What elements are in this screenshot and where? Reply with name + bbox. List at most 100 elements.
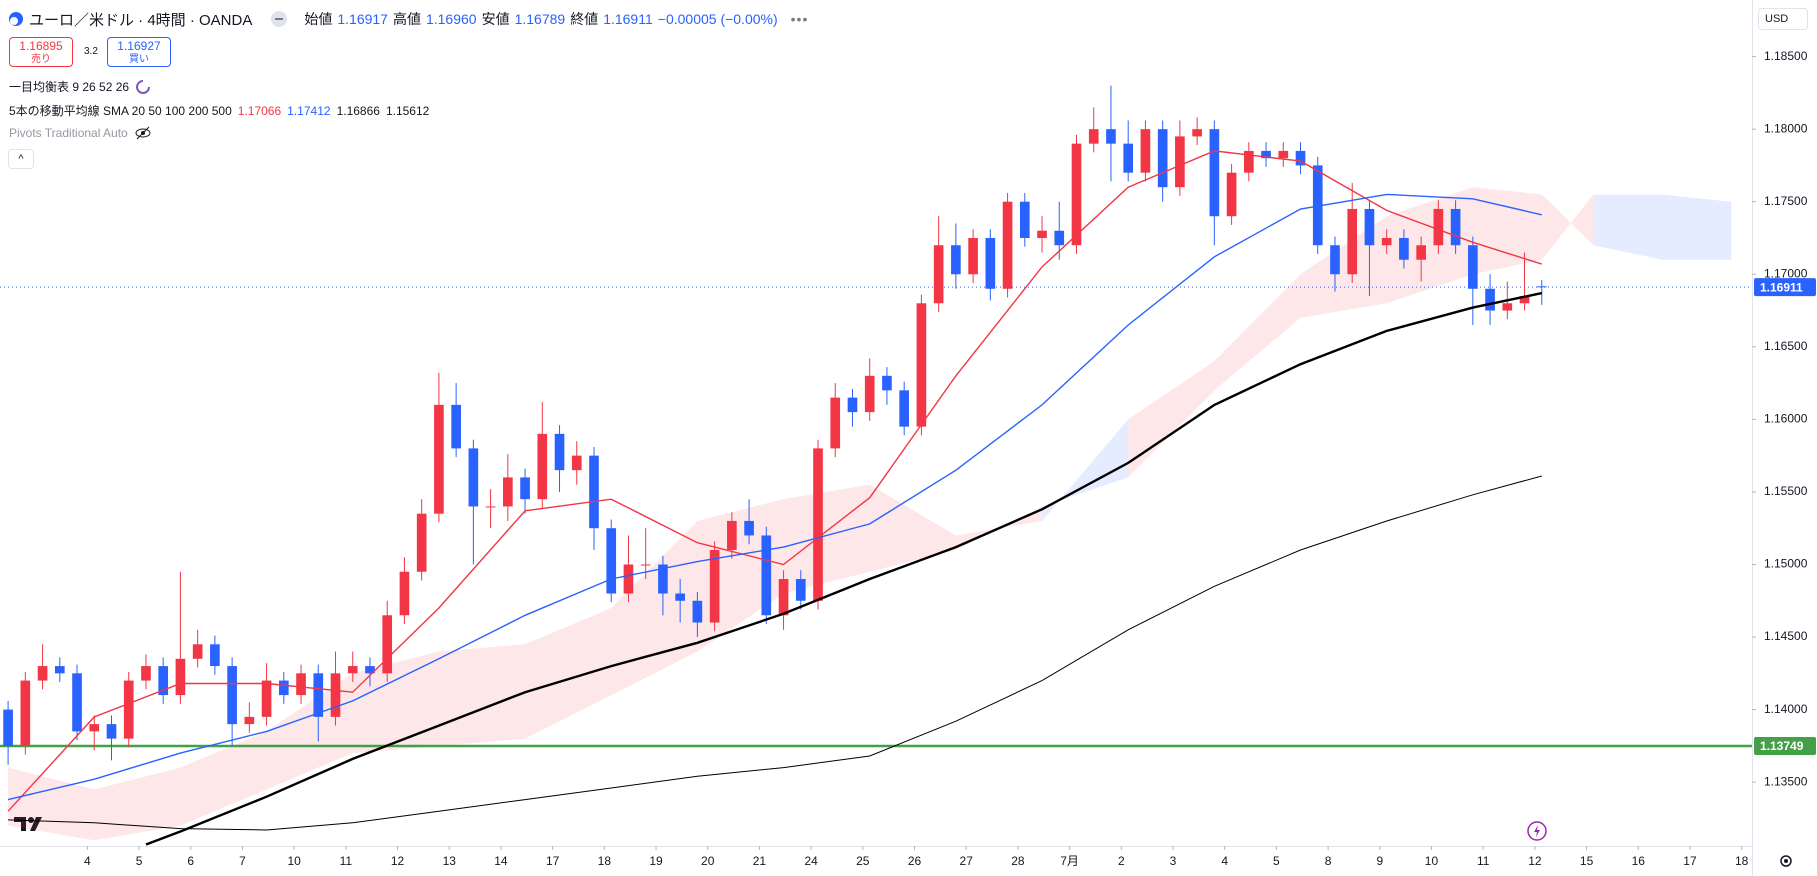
candle-body <box>1157 129 1168 188</box>
candle-body <box>640 564 651 566</box>
candle-body <box>830 397 841 449</box>
loading-icon <box>136 79 151 94</box>
cloud-segment <box>1472 187 1542 275</box>
candle-body <box>3 709 13 746</box>
sell-button[interactable]: 1.16895 売り <box>9 37 73 67</box>
x-tick-label: 17 <box>1683 854 1697 868</box>
buy-button[interactable]: 1.16927 買い <box>107 37 171 67</box>
hidden-icon[interactable] <box>134 126 152 140</box>
candle-body <box>106 724 117 739</box>
x-tick-label: 8 <box>1325 854 1332 868</box>
candle-body <box>1261 150 1271 159</box>
lightning-button[interactable] <box>1527 821 1547 841</box>
candle-body <box>1416 245 1426 260</box>
cloud-segment <box>352 651 439 754</box>
candle-body <box>1536 286 1547 288</box>
candle-body <box>933 245 944 304</box>
candle-body <box>192 644 203 659</box>
x-tick-label: 7月 <box>1060 854 1079 868</box>
x-tick-label: 5 <box>1273 854 1280 868</box>
more-button[interactable]: ••• <box>790 11 809 27</box>
candle-body <box>1330 245 1340 275</box>
plot-area <box>0 85 1752 846</box>
ichimoku-label[interactable]: 一目均衡表 9 26 52 26 <box>9 80 130 94</box>
ohlc-value: 1.16911 <box>603 11 653 27</box>
candle-body <box>1312 165 1323 246</box>
header-bar: ユーロ／米ドル · 4時間 · OANDA 始値 1.16917 高値 1.1696… <box>8 8 808 30</box>
sma-value: 1.16866 <box>336 103 380 118</box>
x-tick-label: 19 <box>649 854 663 868</box>
candle-body <box>554 433 565 471</box>
cloud-segment <box>1593 194 1663 260</box>
x-tick-label: 6 <box>187 854 194 868</box>
currency-button[interactable]: USD <box>1758 8 1808 30</box>
ohlc-label: 高値 <box>392 11 421 27</box>
cloud-segment <box>94 767 181 841</box>
candle-body <box>813 448 823 601</box>
cloud-segment <box>869 484 956 572</box>
y-tick-label: 1.14000 <box>1764 702 1808 716</box>
symbol-title[interactable]: ユーロ／米ドル · 4時間 · OANDA <box>29 11 253 29</box>
candle-body <box>847 397 858 413</box>
x-tick-label: 12 <box>391 854 405 868</box>
ohlc-value: 1.16917 <box>337 11 388 27</box>
x-tick-label: 27 <box>960 854 974 868</box>
x-tick-label: 28 <box>1011 854 1025 868</box>
cloud-segment <box>525 608 612 739</box>
candle-body <box>227 666 237 725</box>
candle-body <box>623 564 634 594</box>
cloud-segment <box>1662 194 1732 260</box>
sma-value: 1.17412 <box>287 103 331 118</box>
x-tick-label: 5 <box>136 854 143 868</box>
y-tick-label: 1.16500 <box>1764 339 1808 353</box>
candle-body <box>365 666 375 674</box>
sma-label[interactable]: 5本の移動平均線 SMA 20 50 100 200 500 <box>9 104 232 118</box>
candle-body <box>1502 303 1513 311</box>
ohlc-label: 終値 <box>570 11 599 27</box>
candle-body <box>916 303 927 427</box>
candle-body <box>485 506 496 508</box>
candle-body <box>416 513 427 572</box>
moving-average-line <box>7 150 1543 812</box>
candle-body <box>1002 201 1013 289</box>
candle-body <box>244 716 255 725</box>
cloud-segment <box>438 644 526 746</box>
candle-body <box>210 644 220 667</box>
settings-button[interactable] <box>1780 855 1792 867</box>
moving-average-line <box>7 193 1542 801</box>
sma-legend: 5本の移動平均線 SMA 20 50 100 200 500 1.17066 1.… <box>9 102 429 119</box>
x-tick-label: 12 <box>1528 854 1542 868</box>
x-tick-label: 18 <box>1735 854 1749 868</box>
candle-body <box>692 600 703 623</box>
candle-body <box>20 680 31 746</box>
candle-body <box>1364 208 1375 246</box>
candle-body <box>864 375 875 413</box>
x-tick-label: 17 <box>546 854 560 868</box>
candle-body <box>434 404 444 514</box>
candle-body <box>1226 172 1237 217</box>
candle-body <box>141 666 151 681</box>
candle-body <box>330 673 341 717</box>
x-tick-label: 10 <box>287 854 301 868</box>
y-tick-label: 1.18000 <box>1764 121 1808 135</box>
ohlc-label: 安値 <box>481 11 510 27</box>
ohlc-value: 1.16789 <box>514 11 566 27</box>
y-tick-label: 1.13500 <box>1764 774 1808 788</box>
candle-body <box>985 237 996 289</box>
candle-body <box>399 571 410 616</box>
candle-body <box>1399 237 1409 260</box>
candle-body <box>89 724 100 732</box>
x-tick-label: 20 <box>701 854 715 868</box>
pivots-label[interactable]: Pivots Traditional Auto <box>9 126 128 140</box>
candle-body <box>709 549 720 623</box>
x-tick-label: 18 <box>598 854 612 868</box>
ohlc-label: 始値 <box>304 11 333 27</box>
cloud-segment <box>611 520 698 696</box>
sma-value: 1.17066 <box>237 103 282 118</box>
cloud-segment <box>1128 361 1215 478</box>
collapse-button[interactable]: ^ <box>8 149 34 169</box>
price-tag-label: 1.13749 <box>1760 739 1804 753</box>
compare-button[interactable] <box>269 9 289 29</box>
symbol-icon <box>9 12 23 26</box>
x-tick-label: 16 <box>1632 854 1646 868</box>
